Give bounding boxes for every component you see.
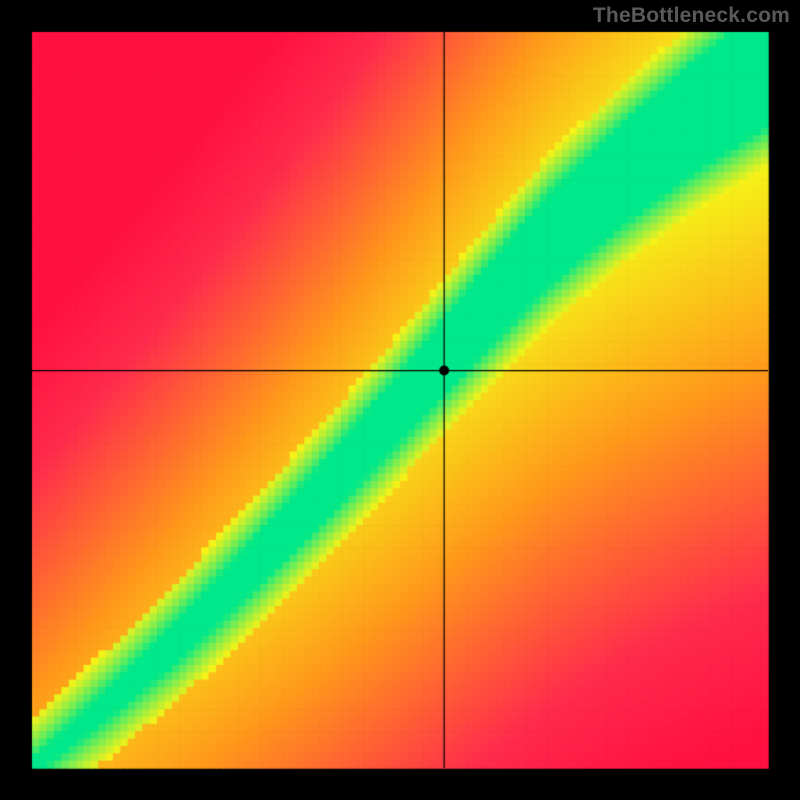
chart-container: TheBottleneck.com bbox=[0, 0, 800, 800]
bottleneck-heatmap-canvas bbox=[0, 0, 800, 800]
watermark-text: TheBottleneck.com bbox=[593, 4, 790, 28]
